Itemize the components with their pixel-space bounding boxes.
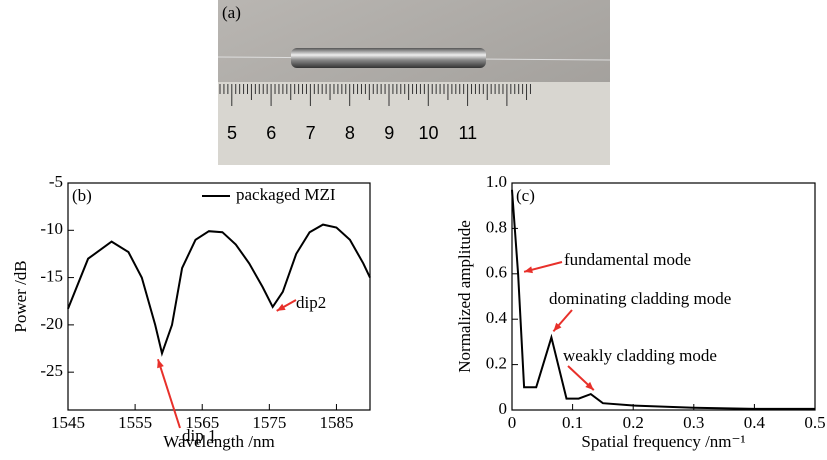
packaged-rod [291,48,486,68]
y-axis-label: Power /dB [11,260,30,332]
y-tick-label: 0.6 [486,263,507,282]
annotation: dip2 [296,293,326,312]
data-line [511,189,815,410]
annotation: fundamental mode [564,250,691,269]
y-axis-label: Normalized amplitude [455,220,474,372]
y-tick-label: 0.2 [486,354,507,373]
ruler-label: 6 [266,123,276,143]
y-tick-label: 0.4 [486,308,508,327]
x-tick-label: 1585 [319,413,353,432]
plot-frame [67,182,371,411]
annotation: weakly cladding mode [563,346,717,365]
ruler-label: 8 [345,123,355,143]
annotation-arrowhead [585,381,594,391]
annotation-arrowhead [157,359,164,369]
x-tick-label: 1555 [118,413,152,432]
annotation: dip 1 [182,426,216,445]
y-tick-label: -25 [40,361,63,380]
annotation-arrow [157,358,181,429]
ruler [218,82,610,165]
y-tick-label: -5 [49,172,63,191]
x-axis-label: Spatial frequency /nm⁻¹ [581,432,745,451]
x-tick-label: 0.1 [562,413,583,432]
x-tick-label: 1565 [185,413,219,432]
y-tick-label: 0.8 [486,217,507,236]
annotation-arrowhead [524,266,533,274]
x-tick-label: 1575 [252,413,286,432]
legend-label: packaged MZI [236,185,336,204]
y-tick-label: 1.0 [486,172,507,191]
data-line [67,223,371,357]
x-tick-label: 0.5 [804,413,825,432]
x-axis-label: Wavelength /nm [163,432,274,451]
ruler-label: 5 [227,123,237,143]
x-tick-label: 0 [508,413,517,432]
ruler-label: 9 [384,123,394,143]
ruler-label: 11 [458,123,477,143]
photo: (a) [217,0,611,165]
ruler-label: 7 [306,123,316,143]
y-tick-label: 0 [499,399,508,418]
plot-frame [511,182,816,411]
photo-label: (a) [222,3,241,22]
ruler-label: 10 [418,123,438,143]
y-tick-label: -10 [40,219,63,238]
y-tick-label: -15 [40,266,63,285]
annotation-arrowhead [553,322,562,332]
annotation-arrowhead [276,303,286,311]
ruler-ticks [219,84,531,106]
x-tick-label: 0.4 [744,413,766,432]
x-tick-label: 0.2 [623,413,644,432]
y-tick-label: -20 [40,314,63,333]
annotation: dominating cladding mode [549,289,731,308]
panel-label: (b) [72,186,92,205]
x-tick-label: 1545 [51,413,85,432]
panel-label: (c) [516,186,535,205]
x-tick-label: 0.3 [683,413,704,432]
